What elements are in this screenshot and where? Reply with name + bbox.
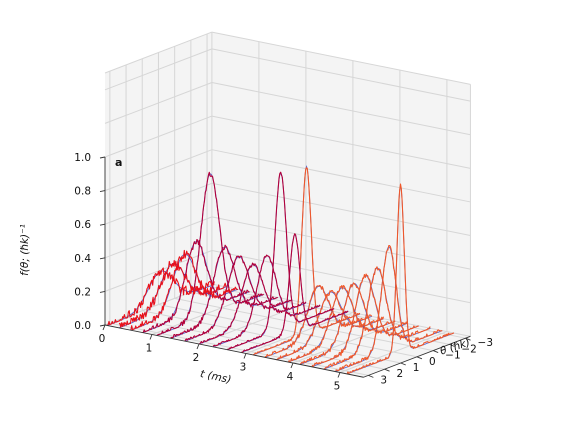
series-data-line [335,245,443,372]
z-tick-mark [99,324,106,327]
grid-line [104,149,213,192]
axes-panes [105,32,471,378]
grid-line [104,216,213,259]
grid-line [104,82,213,124]
back-pane [211,32,471,337]
grid-line [211,81,471,136]
series-data-line [118,260,227,328]
grid-line [211,249,471,304]
grid-line [211,149,471,203]
series-data-line [276,289,385,361]
x-tick-label: 1 [146,343,153,355]
x-tick-label: 2 [193,352,200,364]
series-data-line [156,171,264,336]
theta-tick-mark [465,337,471,341]
z-tick-mark [99,290,106,293]
grid-line [211,216,471,270]
theta-tick-mark [368,374,374,378]
x-tick-label: 3 [240,362,247,374]
data-series [106,165,455,375]
series-data-line [130,249,238,331]
series-data-line [299,282,408,365]
grid-line [125,316,385,370]
grid-line [211,182,471,237]
series-data-line [264,284,373,358]
series-data-line [252,167,361,356]
series-data-line [184,255,293,342]
z-tick-mark [99,190,106,193]
theta-tick-label: 0 [429,356,436,368]
grid-line [109,322,369,376]
theta-tick-mark [449,343,455,347]
theta-tick-label: −3 [478,337,493,349]
y-axis-label: f(θ; (ℏk)⁻¹ [19,224,31,276]
series-data-line [287,284,396,363]
z-tick-label: 0.0 [74,320,91,332]
theta-tick-mark [432,350,439,354]
series-data-line [212,254,321,347]
x-tick-label: 0 [99,333,106,345]
z-tick-label: 0.6 [74,219,91,231]
grid-line [158,304,418,358]
x-tick-mark [102,324,106,331]
grid-line [104,48,213,91]
z-tick-label: 0.4 [74,253,91,265]
theta-tick-mark [416,356,423,360]
z-tick-mark [99,223,106,226]
series-data-line [198,262,307,345]
theta-tick-label: 1 [413,362,420,374]
grid-line [104,182,213,225]
x-tick-mark [243,353,247,359]
grid-line [206,285,466,339]
panel-label: a [115,156,122,169]
z-tick-mark [99,156,106,159]
series-data-line [106,267,215,326]
grid-line [104,115,213,158]
axis-lines [99,156,471,378]
theta-tick-label: 3 [380,374,387,386]
x-tick-label: 4 [287,371,294,383]
theta-tick-mark [384,368,390,372]
z-tick-label: 1.0 [74,152,91,164]
series-data-line [241,233,349,353]
t-axis-line [104,324,364,378]
series-data-line [323,266,431,370]
series-data-line [170,244,278,339]
grid-line [211,115,471,169]
grid-line [211,31,471,85]
theta-tick-label: −2 [461,343,476,355]
x-tick-mark [196,343,200,350]
x-tick-label: 5 [334,381,341,393]
x-axis-label: t (ms) [199,368,232,386]
x-tick-mark [290,362,294,369]
series-data-line [142,238,250,334]
theta-tick-label: −1 [445,350,460,362]
theta-tick-label: 2 [397,368,404,380]
z-tick-label: 0.2 [74,286,91,298]
z-tick-mark [99,257,106,260]
grid-line [211,48,471,102]
series-data-line [227,171,335,350]
grid-line [104,31,213,74]
theta-tick-mark [400,362,406,366]
x-tick-mark [337,372,341,378]
x-tick-mark [149,334,153,340]
series-data-line [346,183,455,375]
series-data-line [311,273,419,368]
z-tick-label: 0.8 [74,186,91,198]
